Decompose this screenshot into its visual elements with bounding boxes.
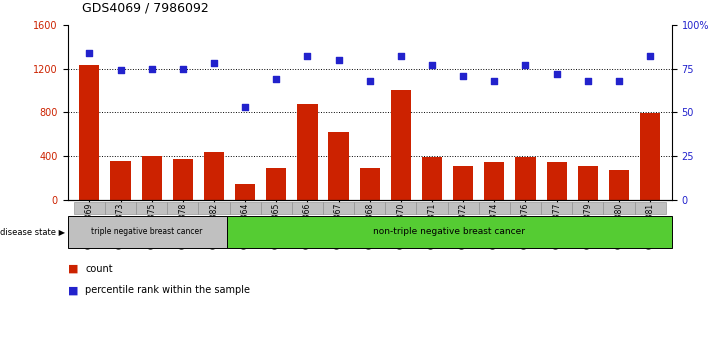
Text: GSM678374: GSM678374 [490, 203, 499, 249]
Text: GSM678365: GSM678365 [272, 203, 281, 249]
Point [114, 68, 126, 73]
Point [551, 71, 562, 77]
Point [364, 78, 375, 84]
Point [177, 66, 188, 72]
Bar [141, 156, 162, 200]
Bar [204, 152, 224, 200]
FancyBboxPatch shape [227, 216, 672, 248]
Text: GSM678364: GSM678364 [240, 203, 250, 249]
FancyBboxPatch shape [68, 216, 227, 248]
Text: GSM678373: GSM678373 [116, 203, 125, 249]
Point [457, 73, 469, 79]
Bar [173, 160, 193, 200]
Text: GDS4069 / 7986092: GDS4069 / 7986092 [82, 1, 208, 14]
Bar [354, 202, 385, 214]
Point [395, 53, 407, 59]
Bar [417, 202, 448, 214]
Bar [360, 168, 380, 200]
Point [146, 66, 157, 72]
Bar [547, 162, 567, 200]
Text: non-triple negative breast cancer: non-triple negative breast cancer [373, 227, 525, 236]
Point [644, 53, 656, 59]
Bar [74, 202, 105, 214]
Point [240, 104, 251, 110]
Bar [479, 202, 510, 214]
Bar [235, 184, 255, 200]
Bar [515, 157, 535, 200]
Bar [79, 65, 100, 200]
Bar [292, 202, 323, 214]
Text: GSM678371: GSM678371 [427, 203, 437, 249]
Text: ■: ■ [68, 285, 78, 295]
Bar [230, 202, 261, 214]
Point [333, 57, 344, 63]
Point [427, 62, 438, 68]
Bar [266, 168, 287, 200]
Point [84, 50, 95, 56]
Bar [198, 202, 230, 214]
Bar [453, 166, 474, 200]
Text: GSM678380: GSM678380 [614, 203, 624, 249]
Text: GSM678381: GSM678381 [646, 203, 655, 249]
Bar [261, 202, 292, 214]
Text: GSM678367: GSM678367 [334, 203, 343, 249]
Point [301, 53, 313, 59]
Text: GSM678372: GSM678372 [459, 203, 468, 249]
Text: GSM678376: GSM678376 [521, 203, 530, 249]
Text: ■: ■ [68, 264, 78, 274]
Bar [541, 202, 572, 214]
Bar [136, 202, 167, 214]
Text: percentile rank within the sample: percentile rank within the sample [85, 285, 250, 295]
Bar [328, 132, 348, 200]
Point [271, 76, 282, 82]
Text: GSM678378: GSM678378 [178, 203, 187, 249]
Bar [422, 157, 442, 200]
Bar [577, 166, 598, 200]
Bar [484, 162, 504, 200]
Text: GSM678370: GSM678370 [396, 203, 405, 249]
Bar [297, 104, 318, 200]
Text: GSM678377: GSM678377 [552, 203, 561, 249]
Text: GSM678369: GSM678369 [85, 203, 94, 249]
Point [582, 78, 594, 84]
Point [520, 62, 531, 68]
Point [488, 78, 500, 84]
Bar [448, 202, 479, 214]
Text: GSM678366: GSM678366 [303, 203, 312, 249]
Text: triple negative breast cancer: triple negative breast cancer [92, 227, 203, 236]
Text: count: count [85, 264, 113, 274]
Bar [385, 202, 417, 214]
Bar [510, 202, 541, 214]
Bar [167, 202, 198, 214]
Bar [572, 202, 604, 214]
Point [614, 78, 625, 84]
Text: GSM678375: GSM678375 [147, 203, 156, 249]
Bar [391, 91, 411, 200]
Bar [110, 161, 131, 200]
Text: GSM678379: GSM678379 [583, 203, 592, 249]
Bar [604, 202, 634, 214]
Text: disease state ▶: disease state ▶ [0, 227, 65, 236]
Text: GSM678382: GSM678382 [210, 203, 218, 249]
Point [208, 61, 220, 66]
Text: GSM678368: GSM678368 [365, 203, 374, 249]
Bar [640, 114, 661, 200]
Bar [323, 202, 354, 214]
Bar [609, 170, 629, 200]
Bar [105, 202, 136, 214]
Bar [634, 202, 665, 214]
